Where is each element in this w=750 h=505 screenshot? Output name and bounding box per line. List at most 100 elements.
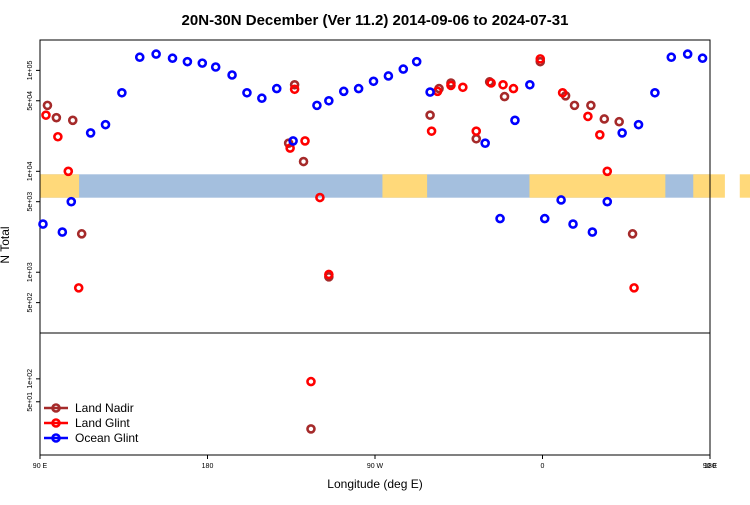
point-land-nadir: [298, 156, 309, 167]
point-ocean-glint: [288, 136, 298, 146]
point-land-nadir: [569, 100, 580, 111]
point-land-glint: [458, 82, 468, 93]
map-land: [529, 174, 666, 198]
map-land: [693, 174, 725, 198]
point-ocean-glint: [398, 64, 409, 74]
y-tick-label: 5e+03: [27, 192, 34, 212]
point-land-nadir: [425, 110, 435, 120]
point-ocean-glint: [151, 49, 161, 59]
x-tick-label: 180: [202, 463, 214, 470]
map-land: [40, 174, 80, 198]
point-ocean-glint: [568, 219, 578, 229]
point-ocean-glint: [167, 53, 178, 64]
point-land-nadir: [599, 114, 610, 124]
chart-title: 20N-30N December (Ver 11.2) 2014-09-06 t…: [182, 12, 569, 29]
point-ocean-glint: [587, 227, 598, 237]
point-land-nadir: [42, 100, 53, 111]
point-land-glint: [306, 376, 316, 387]
x-tick-label: 0: [541, 463, 545, 470]
data-points: [38, 49, 708, 434]
point-land-glint: [446, 80, 456, 91]
point-land-glint: [583, 111, 593, 122]
point-land-nadir: [614, 116, 624, 127]
point-land-glint: [324, 269, 334, 280]
point-land-nadir: [289, 79, 300, 90]
point-land-glint: [498, 79, 508, 90]
x-tick-label: 90 E: [703, 463, 718, 470]
point-land-nadir: [627, 229, 638, 239]
y-tick-label: 1e+05: [27, 60, 34, 80]
point-ocean-glint: [182, 56, 193, 67]
point-land-nadir: [51, 112, 62, 123]
point-ocean-glint: [383, 71, 394, 81]
y-tick-label: 1e+02: [27, 369, 34, 389]
point-land-glint: [63, 166, 74, 177]
x-tick-label: 90 E: [33, 463, 48, 470]
legend-label: Land Nadir: [75, 401, 134, 415]
point-ocean-glint: [242, 87, 252, 98]
y-tick-label: 5e+04: [27, 91, 34, 111]
y-axis-label: N Total: [0, 226, 12, 263]
world-map-strip: [40, 174, 750, 198]
point-ocean-glint: [666, 52, 677, 63]
point-ocean-glint: [85, 128, 96, 138]
point-land-glint: [315, 192, 325, 203]
point-land-glint: [289, 84, 300, 95]
point-land-nadir: [67, 115, 78, 126]
point-land-nadir: [471, 133, 482, 144]
point-land-glint: [471, 126, 482, 136]
point-ocean-glint: [324, 95, 334, 106]
point-ocean-glint: [271, 83, 282, 94]
point-ocean-glint: [117, 87, 127, 98]
point-ocean-glint: [353, 83, 364, 94]
x-tick-label: 180: [704, 463, 716, 470]
point-land-glint: [602, 166, 613, 177]
map-land: [382, 174, 428, 198]
legend-marker: [51, 403, 61, 413]
point-land-glint: [486, 78, 496, 88]
lower-panel-frame: [39, 332, 711, 456]
y-tick-label: 5e+01: [27, 392, 34, 412]
point-ocean-glint: [210, 62, 221, 72]
point-ocean-glint: [539, 213, 550, 224]
point-ocean-glint: [650, 87, 660, 98]
legend-label: Land Glint: [75, 416, 130, 430]
point-ocean-glint: [682, 49, 693, 59]
point-ocean-glint: [602, 196, 613, 207]
y-tick-label: 1e+04: [27, 161, 34, 181]
point-land-glint: [300, 136, 310, 146]
point-land-glint: [557, 87, 568, 98]
point-land-nadir: [586, 100, 596, 111]
point-ocean-glint: [556, 195, 566, 205]
legend-label: Ocean Glint: [75, 431, 139, 445]
x-tick-label: 90 W: [367, 463, 384, 470]
point-land-glint: [535, 54, 546, 64]
point-ocean-glint: [227, 70, 237, 80]
point-land-nadir: [306, 424, 316, 434]
x-axis-label: Longitude (deg E): [327, 477, 422, 491]
point-land-nadir: [76, 229, 87, 239]
point-ocean-glint: [134, 52, 145, 63]
point-ocean-glint: [617, 128, 627, 138]
point-land-glint: [426, 126, 437, 136]
point-ocean-glint: [100, 119, 111, 130]
y-tick-label: 5e+02: [27, 293, 34, 313]
point-ocean-glint: [338, 86, 349, 97]
point-land-glint: [629, 283, 639, 293]
point-land-glint: [41, 110, 51, 120]
point-ocean-glint: [480, 138, 490, 148]
map-land: [739, 174, 750, 198]
point-ocean-glint: [510, 115, 520, 126]
point-ocean-glint: [525, 79, 535, 90]
legend-marker: [51, 433, 61, 443]
point-ocean-glint: [57, 227, 68, 237]
point-ocean-glint: [368, 76, 379, 87]
point-ocean-glint: [425, 87, 435, 97]
lower-y-axis: 5e+01 1e+02: [27, 369, 40, 412]
point-land-glint: [73, 283, 84, 293]
point-land-glint: [53, 131, 63, 142]
point-ocean-glint: [312, 100, 322, 111]
point-land-glint: [508, 83, 519, 94]
